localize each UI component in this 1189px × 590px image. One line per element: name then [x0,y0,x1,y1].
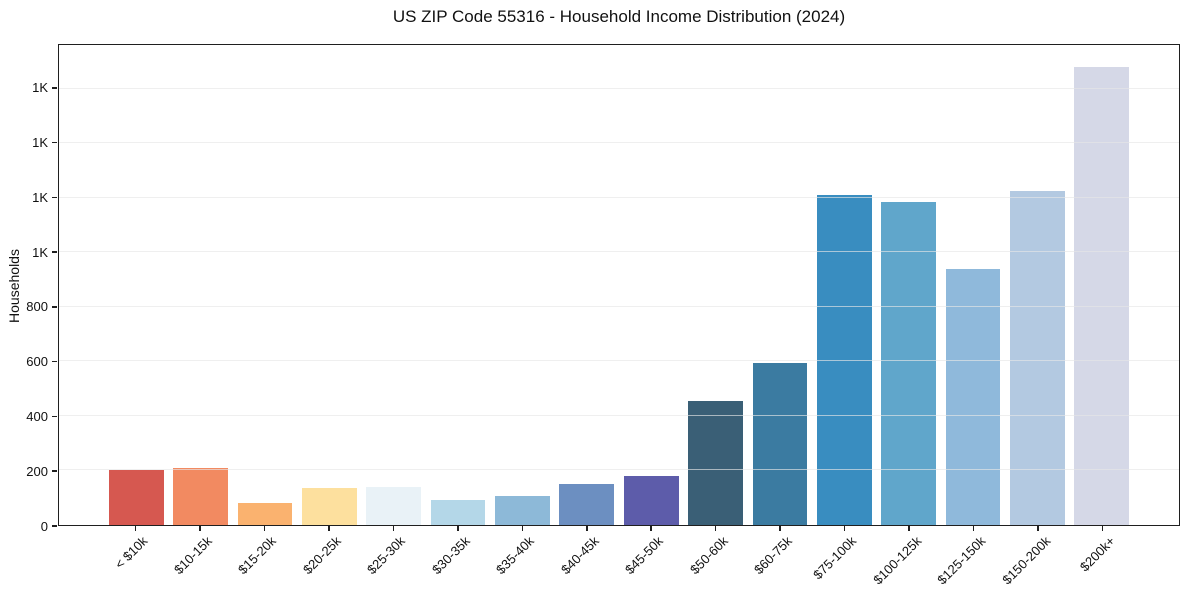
bar-40-45k [559,484,615,525]
bar-25-30k [366,486,422,525]
x-tick-mark-45-50k [650,526,652,531]
x-tick-label-200k: $200k+ [1076,533,1118,575]
x-tick-label-35-40k: $35-40k [493,533,538,578]
x-tick-label-75-100k: $75-100k [810,533,860,583]
y-tick-label-800: 800 [26,299,48,315]
y-tick-label-200: 200 [26,463,48,479]
x-tick-mark-75-100k [843,526,846,531]
y-tick-label-1000: 1K [32,244,48,260]
bar-125-150k [945,268,1001,525]
x-tick-mark-10-15k [199,526,201,531]
x-tick-label-10-15k: $10-15k [170,533,215,578]
y-tick-mark-1000 [52,251,57,253]
y-tick-label-1200: 1K [32,189,48,205]
x-tick-label-60-75k: $60-75k [751,533,796,578]
x-tick-label-20-25k: $20-25k [299,533,344,578]
y-tick-label-1600: 1K [32,80,48,96]
gridline-1200 [59,196,1179,198]
y-tick-label-600: 600 [26,354,48,370]
x-tick-mark-35-40k [521,526,524,531]
bar-15-20k [237,503,293,525]
bar-150-200k [1010,190,1065,525]
y-tick-mark-200 [52,470,57,472]
x-tick-label-150-200k: $150-200k [998,533,1054,588]
bar-10-15k [173,467,228,525]
gridline-1600 [59,87,1179,89]
x-tick-mark-20-25k [328,526,330,531]
x-tick-label-100-125k: $100-125k [870,533,925,588]
x-tick-label-50-60k: $50-60k [686,533,731,578]
y-tick-mark-0 [52,525,57,527]
y-tick-mark-400 [52,415,57,418]
x-tick-label-45-50k: $45-50k [622,533,667,578]
bar-50-60k [688,400,743,525]
x-tick-mark-200k [1101,526,1104,531]
gridline-400 [59,414,1179,416]
plot-area [58,44,1180,526]
gridline-600 [59,360,1179,362]
bar-200k [1074,66,1130,525]
y-tick-label-1400: 1K [32,135,48,151]
x-tick-label-10k: < $10k [111,533,151,572]
gridline-1000 [59,251,1179,253]
x-tick-label-25-30k: $25-30k [364,533,409,578]
gridline-1400 [59,142,1179,144]
bar-20-25k [301,488,357,525]
gridline-800 [59,305,1179,307]
x-tick-mark-15-20k [263,526,266,531]
y-tick-label-400: 400 [26,408,48,424]
x-tick-mark-10k [134,526,137,531]
y-tick-mark-1200 [52,196,57,199]
chart-title: US ZIP Code 55316 - Household Income Dis… [392,7,846,26]
bar-100-125k [881,201,936,525]
bar-30-35k [430,500,486,525]
y-tick-mark-1400 [52,141,57,144]
x-tick-label-15-20k: $15-20k [235,533,280,578]
x-tick-mark-40-45k [586,526,588,531]
y-tick-mark-600 [52,360,57,363]
x-tick-mark-150-200k [1037,526,1039,531]
bar-60-75k [752,362,808,525]
gridline-200 [59,469,1179,471]
x-tick-mark-125-150k [972,526,975,531]
bar-35-40k [495,496,550,525]
x-tick-mark-30-35k [457,526,459,531]
x-tick-mark-50-60k [714,526,717,531]
x-tick-mark-60-75k [779,526,781,531]
bar-10k [108,470,164,525]
y-tick-label-0: 0 [40,518,48,534]
bar-45-50k [623,475,679,525]
x-tick-label-125-150k: $125-150k [934,533,989,588]
x-tick-mark-100-125k [908,526,910,531]
y-tick-mark-1600 [52,87,57,89]
x-tick-label-30-35k: $30-35k [428,533,473,578]
y-tick-mark-800 [52,306,57,308]
x-tick-label-40-45k: $40-45k [557,533,602,578]
x-tick-mark-25-30k [392,526,395,531]
